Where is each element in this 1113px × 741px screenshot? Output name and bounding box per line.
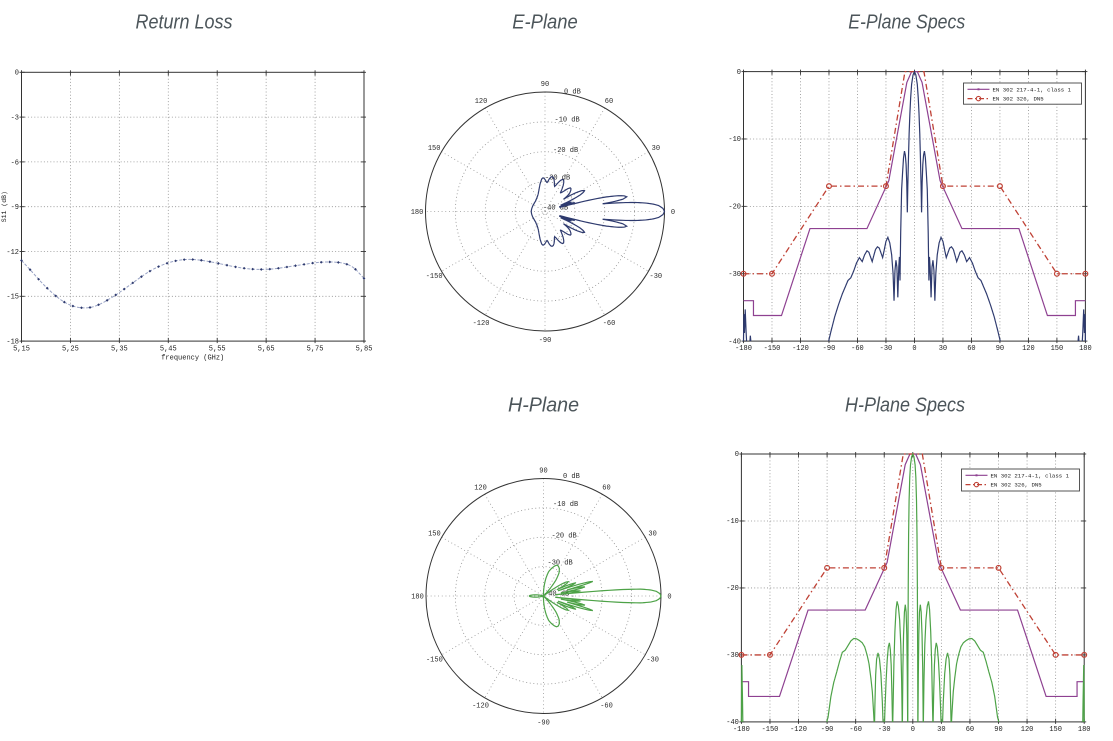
svg-text:5,85: 5,85 (356, 346, 373, 354)
svg-text:-40: -40 (728, 338, 741, 346)
svg-text:0: 0 (911, 726, 915, 734)
svg-text:-10: -10 (728, 136, 741, 144)
svg-text:0: 0 (667, 594, 671, 602)
svg-text:5,35: 5,35 (111, 346, 128, 354)
svg-text:120: 120 (1022, 345, 1035, 353)
svg-text:-12: -12 (6, 249, 19, 257)
svg-text:5,55: 5,55 (209, 346, 226, 354)
svg-text:30: 30 (648, 531, 656, 539)
svg-text:-60: -60 (600, 703, 613, 711)
svg-text:150: 150 (428, 145, 441, 153)
svg-text:-20: -20 (726, 585, 739, 593)
svg-text:-40 dB: -40 dB (543, 205, 568, 213)
svg-text:0: 0 (912, 345, 916, 353)
svg-text:5,45: 5,45 (160, 346, 177, 354)
svg-text:-90: -90 (539, 337, 552, 345)
svg-text:60: 60 (602, 484, 610, 492)
svg-text:150: 150 (428, 531, 441, 539)
svg-text:180: 180 (411, 209, 424, 217)
svg-text:-90: -90 (823, 345, 836, 353)
svg-text:5,25: 5,25 (62, 346, 79, 354)
svg-text:frequency (GHz): frequency (GHz) (161, 355, 224, 363)
svg-text:H-Plane Specs: H-Plane Specs (845, 394, 965, 417)
svg-text:30: 30 (937, 726, 945, 734)
svg-text:60: 60 (967, 345, 975, 353)
svg-text:30: 30 (652, 145, 660, 153)
svg-text:-150: -150 (764, 345, 781, 353)
svg-text:0: 0 (735, 451, 739, 459)
svg-text:-30 dB: -30 dB (545, 174, 570, 182)
svg-text:-15: -15 (6, 294, 19, 302)
svg-text:-30: -30 (878, 726, 891, 734)
svg-text:-40: -40 (726, 719, 739, 727)
svg-text:-150: -150 (426, 657, 443, 665)
svg-text:120: 120 (474, 484, 487, 492)
svg-text:S11 (dB): S11 (dB) (1, 191, 8, 222)
svg-text:90: 90 (541, 81, 549, 89)
svg-text:-10: -10 (726, 518, 739, 526)
svg-text:-120: -120 (790, 726, 807, 734)
svg-text:-20 dB: -20 dB (552, 532, 577, 540)
svg-text:-30: -30 (880, 345, 893, 353)
svg-text:EN 302 326, DN5: EN 302 326, DN5 (993, 96, 1045, 103)
svg-text:180: 180 (411, 594, 424, 602)
svg-text:60: 60 (605, 98, 613, 106)
svg-text:-3: -3 (11, 115, 19, 123)
svg-text:-120: -120 (792, 345, 809, 353)
svg-text:0 dB: 0 dB (563, 473, 580, 481)
svg-text:-120: -120 (473, 320, 490, 328)
svg-text:-150: -150 (426, 273, 443, 281)
svg-text:180: 180 (1079, 345, 1092, 353)
svg-text:-90: -90 (537, 720, 550, 728)
svg-text:-120: -120 (472, 703, 489, 711)
svg-text:E-Plane Specs: E-Plane Specs (848, 11, 965, 34)
svg-text:-20: -20 (728, 204, 741, 212)
svg-text:-10 dB: -10 dB (555, 117, 580, 125)
svg-text:-180: -180 (733, 726, 750, 734)
svg-text:5,75: 5,75 (307, 346, 324, 354)
svg-text:0: 0 (737, 69, 741, 77)
svg-text:Return Loss: Return Loss (136, 11, 233, 34)
svg-text:120: 120 (475, 98, 488, 106)
svg-text:H-Plane: H-Plane (508, 394, 579, 417)
svg-text:EN 302 326, DN5: EN 302 326, DN5 (991, 482, 1043, 489)
svg-text:EN 302 217-4-1, class 1: EN 302 217-4-1, class 1 (991, 472, 1070, 479)
svg-text:-90: -90 (821, 726, 834, 734)
svg-text:-30: -30 (728, 271, 741, 279)
svg-text:90: 90 (994, 726, 1002, 734)
svg-text:-9: -9 (11, 204, 19, 212)
svg-text:-60: -60 (849, 726, 862, 734)
svg-text:-6: -6 (11, 159, 19, 167)
svg-text:EN 302 217-4-1, class 1: EN 302 217-4-1, class 1 (993, 86, 1072, 93)
svg-text:90: 90 (996, 345, 1004, 353)
svg-text:-30: -30 (646, 657, 659, 665)
svg-text:-30: -30 (726, 652, 739, 660)
svg-text:5,65: 5,65 (258, 346, 275, 354)
svg-text:-60: -60 (851, 345, 864, 353)
svg-text:-30: -30 (650, 273, 663, 281)
svg-text:-180: -180 (735, 345, 752, 353)
svg-text:-20 dB: -20 dB (553, 147, 578, 155)
svg-text:5,15: 5,15 (13, 346, 30, 354)
svg-text:0 dB: 0 dB (564, 88, 581, 96)
svg-text:180: 180 (1078, 726, 1091, 734)
svg-text:120: 120 (1021, 726, 1034, 734)
svg-text:0: 0 (671, 209, 675, 217)
svg-text:-30 dB: -30 dB (548, 559, 573, 567)
svg-text:60: 60 (966, 726, 974, 734)
svg-text:150: 150 (1051, 345, 1064, 353)
svg-text:150: 150 (1049, 726, 1062, 734)
svg-text:-18: -18 (6, 339, 19, 347)
svg-text:-10 dB: -10 dB (553, 501, 578, 509)
svg-text:0: 0 (15, 70, 19, 78)
svg-text:30: 30 (939, 345, 947, 353)
svg-text:E-Plane: E-Plane (512, 11, 578, 34)
svg-text:-150: -150 (762, 726, 779, 734)
svg-text:-60: -60 (603, 320, 616, 328)
svg-text:90: 90 (539, 468, 547, 476)
